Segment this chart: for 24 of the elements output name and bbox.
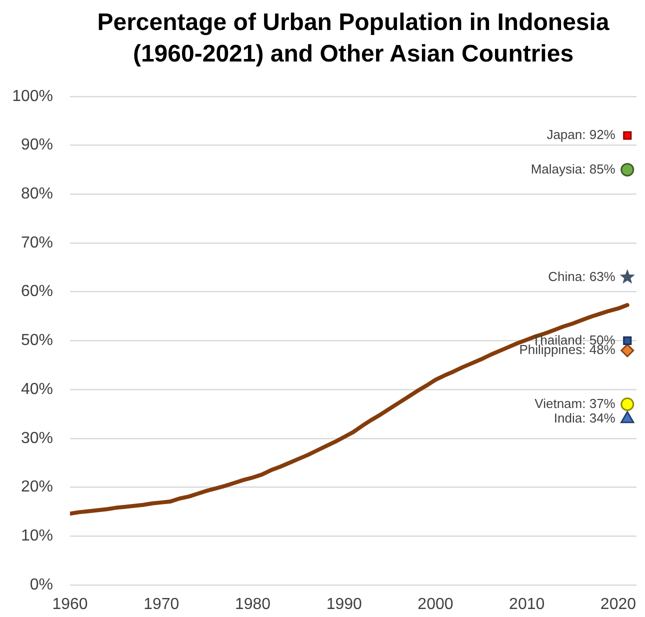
- y-tick-label: 0%: [30, 576, 53, 594]
- y-tick-label: 70%: [20, 234, 53, 252]
- y-tick-label: 100%: [12, 88, 53, 105]
- y-tick-label: 60%: [20, 283, 53, 300]
- x-tick-label: 1980: [234, 596, 271, 614]
- y-tick-label: 10%: [20, 528, 53, 545]
- y-tick-label: 30%: [20, 430, 53, 447]
- x-tick-label: 2010: [509, 596, 545, 614]
- x-tick-label: 1970: [144, 596, 180, 614]
- y-tick-label: 50%: [20, 332, 53, 350]
- data-label: Malaysia: 85%: [530, 161, 616, 176]
- data-label: China: 63%: [548, 268, 616, 284]
- data-label: India: 34%: [554, 410, 616, 426]
- y-tick-label: 40%: [20, 380, 53, 398]
- y-tick-label: 80%: [20, 186, 53, 203]
- data-label: Vietnam: 37%: [534, 396, 616, 411]
- y-tick-label: 90%: [20, 136, 53, 154]
- x-tick-label: 1990: [326, 596, 362, 614]
- y-tick-label: 20%: [20, 478, 53, 496]
- x-tick-label: 2020: [600, 596, 636, 614]
- x-tick-label: 1960: [52, 596, 88, 614]
- x-tick-label: 2000: [418, 596, 454, 614]
- data-label: Japan: 92%: [546, 127, 616, 142]
- chart-title: Percentage of Urban Population in Indonesia (1960-2021) and Other Asian Countries: [97, 9, 610, 68]
